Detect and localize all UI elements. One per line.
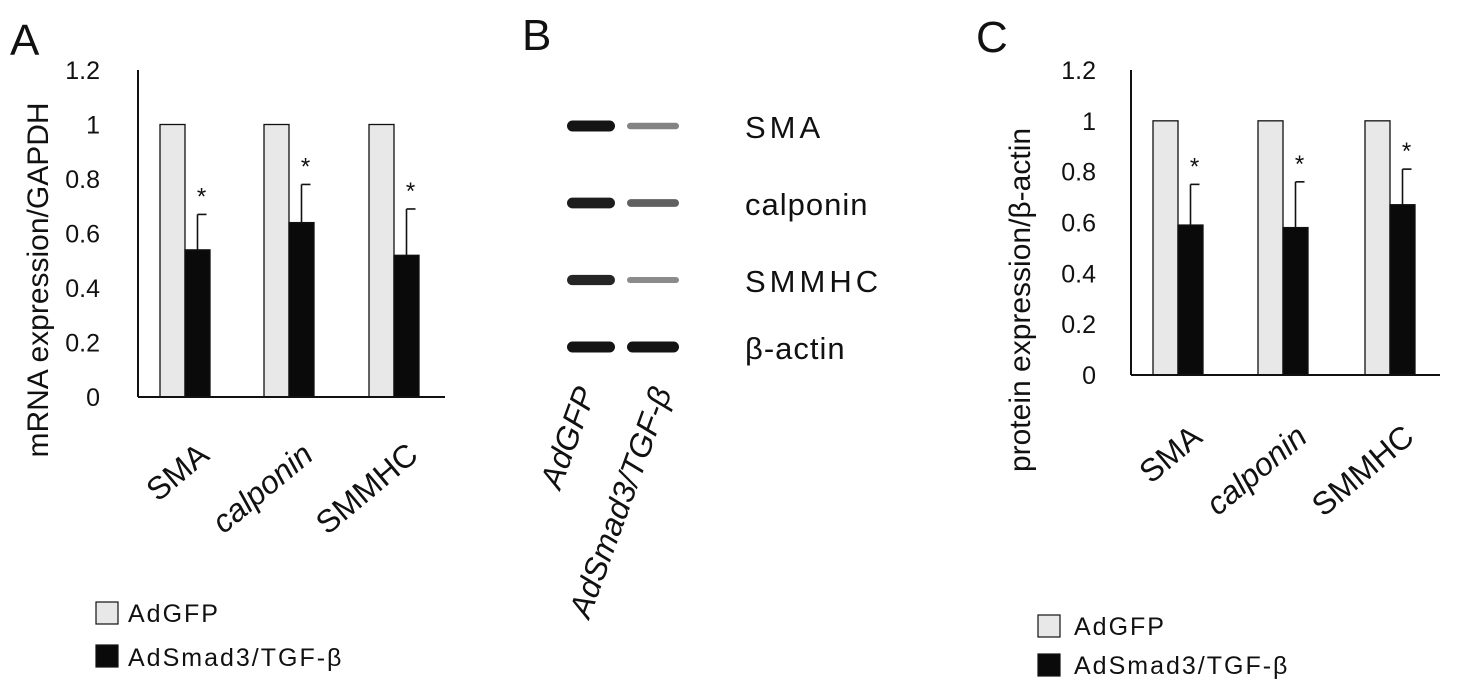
y-axis-label-c: protein expression/β-actin bbox=[1004, 128, 1037, 472]
bar-c-treated-2 bbox=[1389, 204, 1416, 376]
bar-a-control-0 bbox=[159, 123, 186, 398]
legend-c-label-control: AdGFP bbox=[1074, 613, 1166, 641]
legend-a: AdGFP AdSmad3/TGF-β bbox=[95, 600, 343, 672]
y-tick-label-c: 0.4 bbox=[1061, 260, 1096, 288]
category-label-c-0: SMA bbox=[1132, 417, 1209, 490]
bar-c-control-1 bbox=[1257, 120, 1284, 376]
blot-band-3-lane-1 bbox=[627, 341, 679, 353]
category-label-a-2: SMMHC bbox=[309, 436, 425, 541]
blot-band-label-1: calponin bbox=[745, 187, 868, 222]
y-tick-label-c: 0 bbox=[1082, 362, 1096, 390]
chart-a: 0 0.2 0.4 0.6 0.8 1 1.2 * SMA * calponin * SMMHC mRNA… bbox=[22, 57, 445, 541]
bar-a-treated-0 bbox=[184, 249, 211, 398]
blot-band-2-lane-0 bbox=[567, 274, 615, 286]
western-blot: SMAcalponinSMMHCβ-actinAdGFPAdSmad3/TGF-… bbox=[532, 110, 882, 624]
blot-band-label-3: β-actin bbox=[745, 331, 846, 366]
bar-a-treated-2 bbox=[393, 254, 420, 398]
legend-c: AdGFP AdSmad3/TGF-β bbox=[1037, 613, 1289, 680]
legend-a-swatch-control bbox=[95, 601, 119, 625]
legend-a-label-treated: AdSmad3/TGF-β bbox=[128, 644, 343, 672]
blot-band-2-lane-1 bbox=[627, 276, 679, 284]
significance-star-c-1: * bbox=[1295, 151, 1304, 178]
y-tick-label-c: 1 bbox=[1082, 108, 1096, 136]
significance-star-a-0: * bbox=[197, 183, 206, 210]
blot-band-0-lane-1 bbox=[627, 122, 679, 130]
category-label-c-2: SMMHC bbox=[1305, 418, 1421, 523]
y-tick-label-a: 1 bbox=[86, 112, 100, 140]
significance-star-a-2: * bbox=[406, 178, 415, 205]
category-label-a-1: calponin bbox=[205, 436, 319, 540]
blot-band-label-0: SMA bbox=[745, 110, 824, 145]
blot-band-1-lane-0 bbox=[567, 197, 615, 209]
y-tick-label-c: 0.2 bbox=[1061, 311, 1096, 339]
y-tick-label-c: 1.2 bbox=[1061, 57, 1096, 85]
y-tick-label-a: 0.8 bbox=[65, 166, 100, 194]
y-tick-label-a: 0 bbox=[86, 384, 100, 412]
blot-lane-label-0: AdGFP bbox=[532, 381, 603, 494]
y-axis-label-a: mRNA expression/GAPDH bbox=[22, 102, 55, 457]
y-tick-label-c: 0.6 bbox=[1061, 210, 1096, 238]
y-tick-label-a: 0.4 bbox=[65, 275, 100, 303]
legend-c-swatch-treated bbox=[1037, 653, 1061, 677]
bar-a-control-1 bbox=[263, 123, 290, 398]
bar-c-control-2 bbox=[1364, 120, 1391, 376]
significance-star-c-2: * bbox=[1402, 138, 1411, 165]
chart-c: 0 0.2 0.4 0.6 0.8 1 1.2 * SMA * calponin * SMMHC prot… bbox=[1004, 57, 1440, 523]
y-tick-label-c: 0.8 bbox=[1061, 159, 1096, 187]
legend-a-swatch-treated bbox=[95, 644, 119, 668]
blot-band-3-lane-0 bbox=[567, 341, 615, 353]
blot-band-label-2: SMMHC bbox=[745, 264, 882, 299]
y-tick-label-a: 0.6 bbox=[65, 221, 100, 249]
panel-a-letter: A bbox=[10, 16, 40, 65]
category-label-a-0: SMA bbox=[139, 435, 216, 508]
bar-a-treated-1 bbox=[288, 221, 315, 398]
y-tick-label-a: 0.2 bbox=[65, 330, 100, 358]
bar-c-control-0 bbox=[1152, 120, 1179, 376]
blot-band-1-lane-1 bbox=[627, 199, 679, 207]
legend-c-swatch-control bbox=[1037, 614, 1061, 638]
bar-a-control-2 bbox=[368, 123, 395, 398]
panel-b-letter: B bbox=[522, 11, 551, 60]
bar-c-treated-0 bbox=[1177, 224, 1204, 376]
category-label-c-1: calponin bbox=[1199, 418, 1313, 522]
significance-star-a-1: * bbox=[301, 153, 310, 180]
significance-star-c-0: * bbox=[1190, 153, 1199, 180]
y-tick-label-a: 1.2 bbox=[65, 57, 100, 85]
panel-c-letter: C bbox=[976, 13, 1008, 62]
bar-c-treated-1 bbox=[1282, 226, 1309, 376]
legend-c-label-treated: AdSmad3/TGF-β bbox=[1074, 652, 1289, 680]
blot-band-0-lane-0 bbox=[567, 120, 615, 132]
legend-a-label-control: AdGFP bbox=[128, 600, 220, 628]
